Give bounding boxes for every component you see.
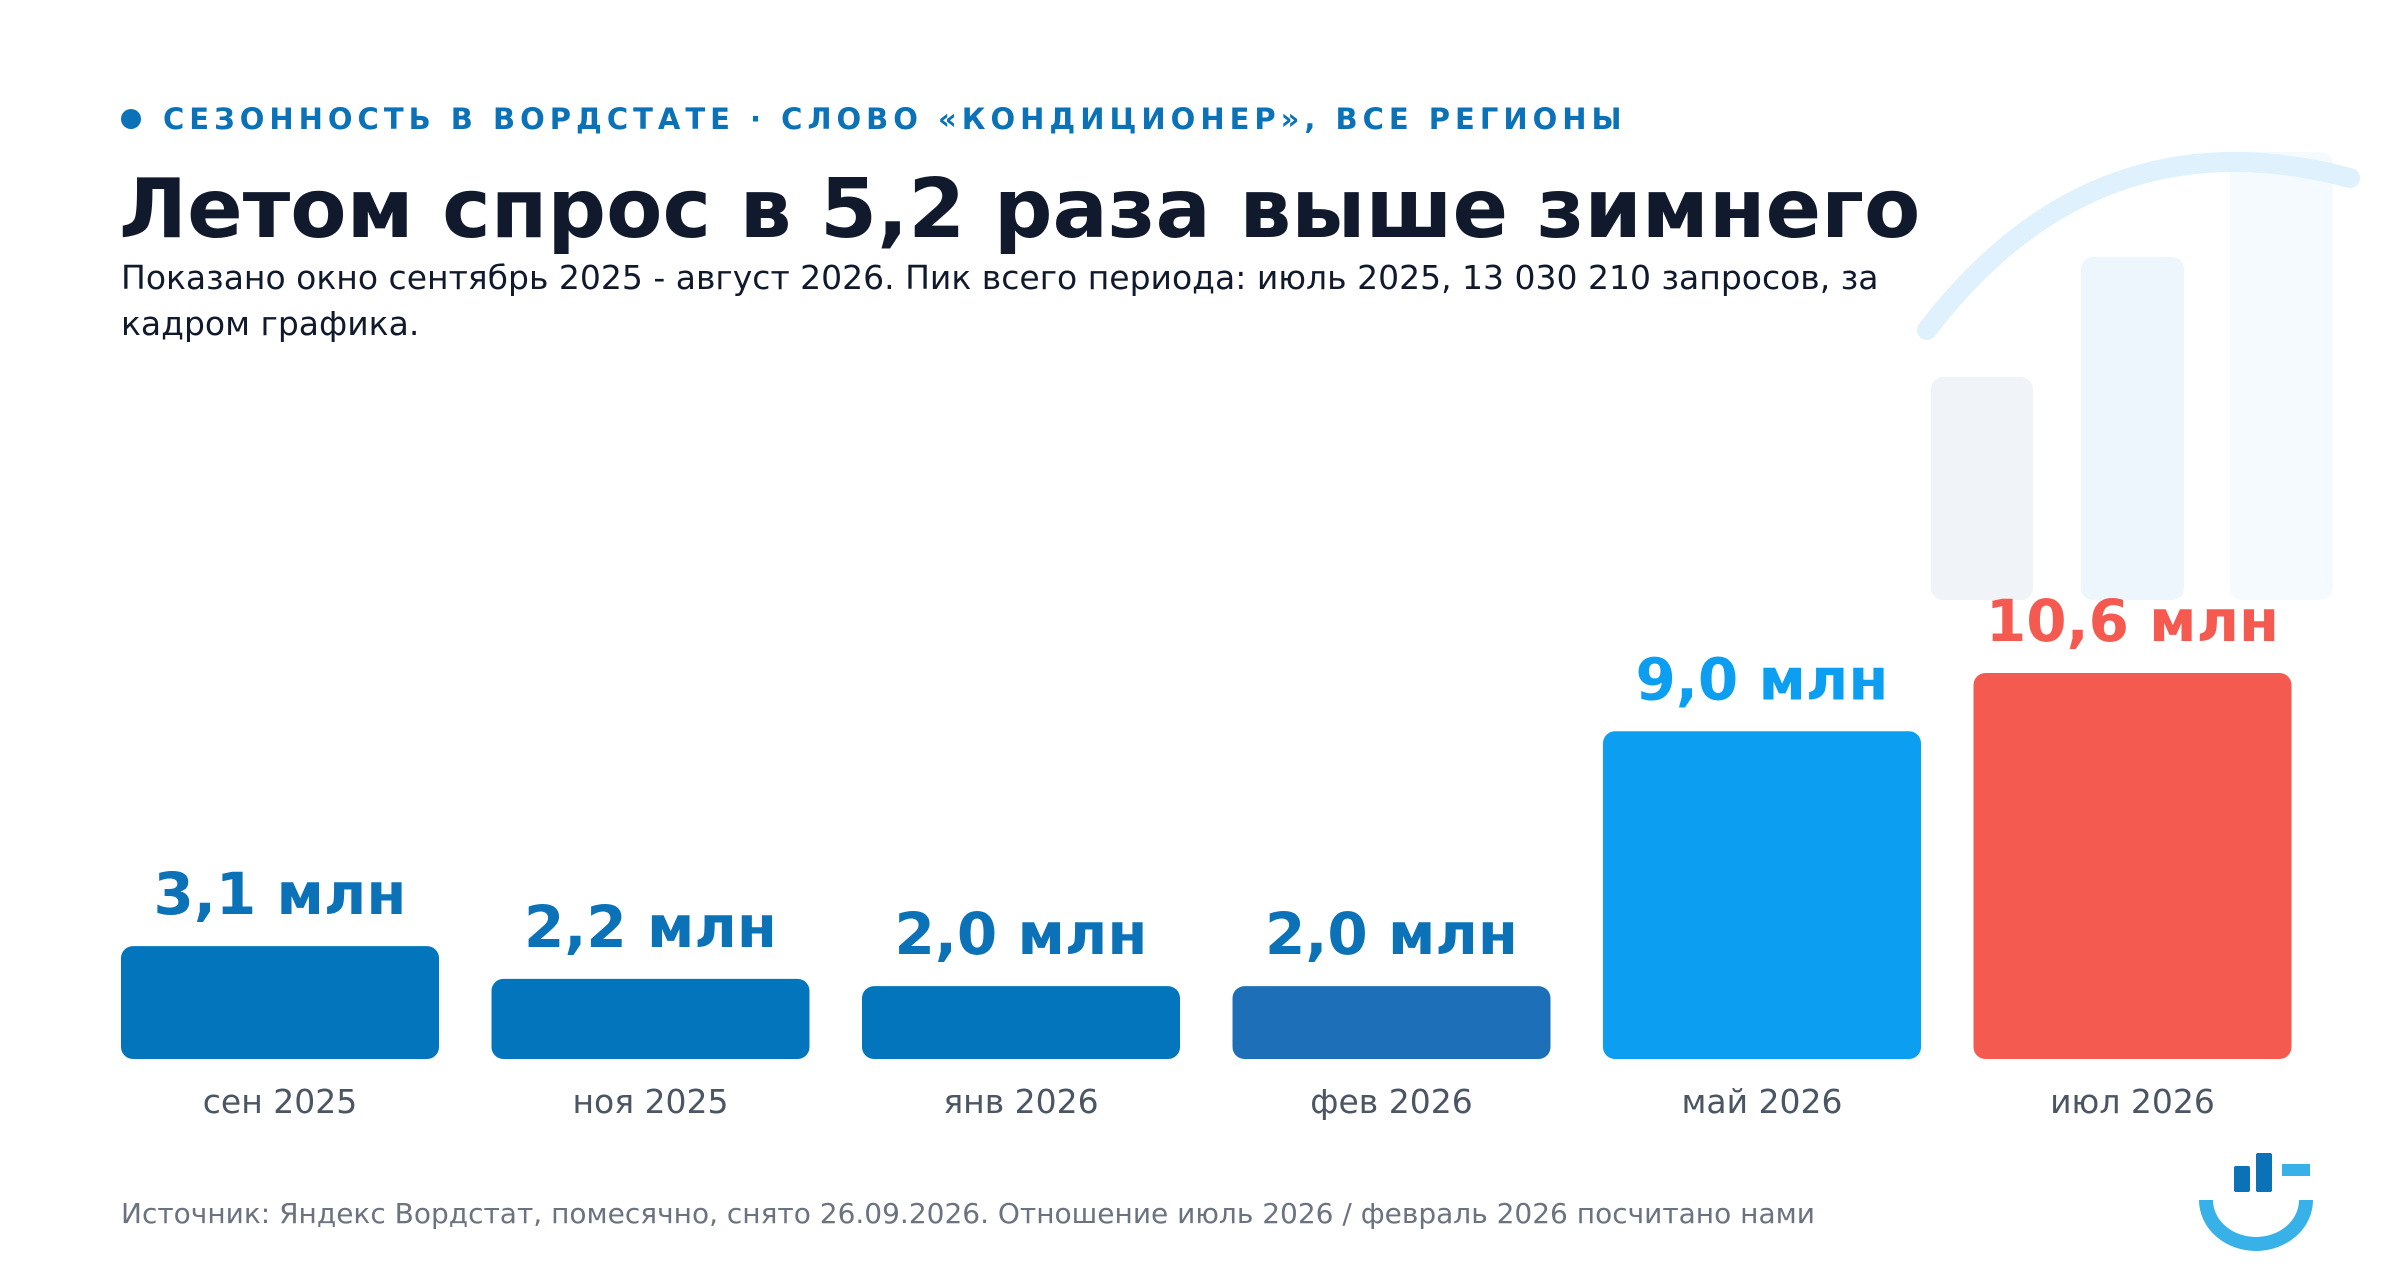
- bar-value-label: 10,6 млн: [1986, 587, 2279, 655]
- bar-value-label: 9,0 млн: [1636, 645, 1889, 713]
- bar: [1973, 673, 2292, 1059]
- bar-value-label: 2,2 млн: [524, 893, 777, 961]
- deco-bar-short: [1931, 377, 2033, 600]
- category-label: май 2026: [1681, 1082, 1842, 1121]
- chart-kicker: СЕЗОННОСТЬ В ВОРДСТАТЕ · СЛОВО «КОНДИЦИО…: [121, 102, 1627, 136]
- bar: [121, 946, 439, 1059]
- chart-subtitle: Показано окно сентябрь 2025 - август 202…: [121, 258, 1879, 343]
- bars-layer: 3,1 млн сен 2025 2,2 млн ноя 2025 2,0 млн янв…: [121, 587, 2292, 1121]
- brand-logo-icon: [2199, 1153, 2313, 1251]
- bar-value-label: 2,0 млн: [895, 900, 1148, 968]
- bar: [1232, 986, 1551, 1059]
- bar-value-label: 3,1 млн: [154, 860, 407, 928]
- bar: [862, 986, 1180, 1059]
- logo-arc: [2199, 1199, 2313, 1251]
- bar-value-label: 2,0 млн: [1265, 900, 1518, 968]
- growing-bars-icon: [1917, 152, 2360, 600]
- logo-bar-left: [2234, 1166, 2250, 1192]
- bar: [491, 978, 810, 1059]
- deco-bar-mid: [2081, 257, 2184, 600]
- category-label: янв 2026: [943, 1082, 1098, 1121]
- category-label: ноя 2025: [572, 1082, 728, 1121]
- deco-trend-arc: [1917, 152, 2360, 340]
- category-label: сен 2025: [203, 1082, 358, 1121]
- kicker-dot-icon: [121, 109, 141, 129]
- bar: [1603, 731, 1921, 1059]
- logo-bar-right: [2256, 1153, 2272, 1192]
- deco-bar-tall: [2230, 152, 2333, 600]
- category-label: июл 2026: [2050, 1082, 2215, 1121]
- category-label: фев 2026: [1310, 1082, 1472, 1121]
- chart-title: Летом спрос в 5,2 раза выше зимнего: [119, 162, 1921, 257]
- kicker-text: СЕЗОННОСТЬ В ВОРДСТАТЕ · СЛОВО «КОНДИЦИО…: [163, 102, 1627, 136]
- source-note: Источник: Яндекс Вордстат, помесячно, сн…: [121, 1197, 1815, 1230]
